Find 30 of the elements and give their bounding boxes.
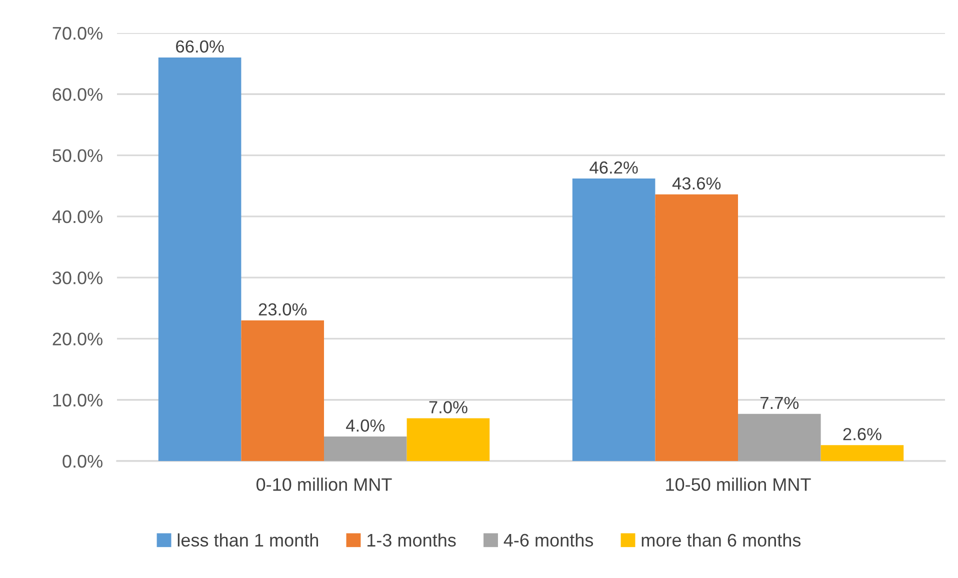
data-label: 4.0% — [346, 419, 385, 432]
data-label: 2.6% — [843, 428, 882, 440]
bar — [572, 178, 656, 461]
bar — [241, 320, 324, 461]
bar — [820, 445, 904, 461]
y-tick-label: 10.0% — [53, 394, 102, 407]
legend-label: more than 6 months — [642, 533, 801, 547]
x-tick-label: 10-50 million MNT — [666, 478, 811, 491]
y-tick-label: 50.0% — [52, 149, 102, 162]
bar — [406, 418, 490, 461]
data-label: 43.6% — [672, 177, 721, 190]
data-label: 7.7% — [760, 396, 799, 410]
bar — [158, 57, 242, 461]
data-label: 66.0% — [176, 40, 224, 53]
legend-label: 4-6 months — [504, 533, 594, 547]
y-tick-label: 60.0% — [52, 88, 102, 101]
y-tick-label: 40.0% — [52, 210, 102, 224]
bar — [324, 436, 407, 461]
legend-label: less than 1 month — [178, 533, 318, 547]
data-label: 46.2% — [590, 161, 638, 174]
bar — [655, 194, 738, 461]
data-label: 7.0% — [429, 401, 468, 414]
data-label: 23.0% — [258, 303, 307, 316]
y-tick-label: 70.0% — [52, 26, 102, 40]
bar — [738, 414, 821, 461]
x-tick-label: 0-10 million MNT — [256, 478, 392, 491]
y-tick-label: 20.0% — [52, 332, 102, 346]
legend-label: 1-3 months — [367, 533, 456, 547]
y-tick-label: 0.0% — [62, 454, 102, 468]
y-tick-label: 30.0% — [52, 272, 102, 284]
